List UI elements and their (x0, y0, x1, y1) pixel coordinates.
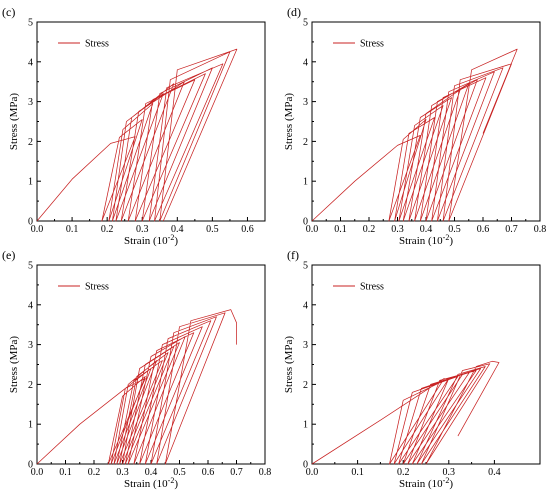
x-axis-label: Strain (10-2) (399, 233, 453, 247)
x-axis-label-close: ) (174, 478, 178, 490)
x-tick-label: 0.1 (351, 467, 364, 478)
x-tick-label: 0.7 (230, 467, 243, 478)
x-axis-label: Strain (10-2) (399, 476, 453, 490)
y-tick-label: 5 (28, 261, 33, 272)
y-tick-label: 4 (28, 57, 33, 68)
panel-label: (f) (287, 248, 299, 262)
x-tick-label: 0.1 (59, 467, 72, 478)
y-tick-label: 2 (303, 137, 308, 148)
y-tick-label: 4 (303, 300, 308, 311)
x-tick-label: 0.0 (31, 467, 44, 478)
x-axis-label-main: Strain (10 (124, 235, 168, 247)
x-tick-label: 0.3 (391, 224, 404, 235)
y-axis-label: Stress (MPa) (8, 336, 20, 393)
y-tick-label: 1 (28, 177, 33, 188)
legend-label: Stress (360, 39, 384, 50)
legend-label: Stress (360, 282, 384, 293)
x-axis-label: Strain (10-2) (124, 476, 178, 490)
y-tick-label: 4 (28, 300, 33, 311)
x-tick-label: 0.5 (206, 224, 219, 235)
panel-label: (e) (2, 248, 15, 262)
x-axis-label-exponent: -2 (168, 233, 175, 242)
x-tick-label: 0.0 (31, 224, 44, 235)
y-tick-label: 3 (303, 97, 308, 108)
chart-panel-3: (e) 0.0 0.1 0.2 0.3 0.4 0.5 0.6 0.7 0.8 0 1 2 3 4 5 Stra… (2, 248, 271, 490)
y-tick-label: 3 (303, 340, 308, 351)
y-tick-label: 4 (303, 57, 308, 68)
y-tick-label: 0 (303, 460, 308, 471)
x-tick-label: 0.4 (171, 224, 184, 235)
y-tick-label: 1 (303, 420, 308, 431)
x-tick-label: 0.5 (173, 467, 186, 478)
y-tick-label: 2 (28, 137, 33, 148)
x-axis-label-main: Strain (10 (124, 478, 168, 490)
x-axis-label-close: ) (449, 478, 453, 490)
series-line-stress (36, 48, 238, 222)
series-line-stress (311, 48, 518, 222)
plot-frame (311, 264, 541, 465)
panel-label: (c) (2, 5, 15, 19)
y-tick-label: 2 (303, 380, 308, 391)
chart-panel-2: (d) 0.0 0.1 0.2 0.3 0.4 0.5 0.6 0.7 0.8 0 1 2 3 4 5 Stra… (283, 5, 546, 247)
legend: Stress (58, 282, 109, 293)
legend: Stress (58, 39, 109, 50)
legend: Stress (333, 39, 384, 50)
y-axis-label: Stress (MPa) (283, 336, 295, 393)
x-axis-label-main: Strain (10 (399, 235, 443, 247)
y-tick-label: 5 (303, 18, 308, 29)
y-tick-label: 3 (28, 97, 33, 108)
x-axis-label-main: Strain (10 (399, 478, 443, 490)
y-tick-label: 5 (303, 261, 308, 272)
y-tick-label: 3 (28, 340, 33, 351)
x-tick-label: 0.2 (397, 467, 410, 478)
x-tick-label: 0.4 (420, 224, 433, 235)
x-tick-label: 0.6 (202, 467, 215, 478)
x-tick-label: 0.1 (334, 224, 347, 235)
x-tick-label: 0.3 (136, 224, 149, 235)
y-tick-label: 2 (28, 380, 33, 391)
x-axis-label: Strain (10-2) (124, 233, 178, 247)
plot-frame (36, 21, 266, 222)
chart-panel-1: (c) 0.0 0.1 0.2 0.3 0.4 0.5 0.6 0 1 2 3 4 5 Strain (10… (2, 5, 266, 247)
x-tick-label: 0.2 (363, 224, 376, 235)
x-tick-label: 0.3 (443, 467, 456, 478)
x-tick-label: 0.2 (88, 467, 101, 478)
y-tick-label: 0 (28, 217, 33, 228)
x-axis-label-close: ) (174, 235, 178, 247)
x-tick-label: 0.6 (477, 224, 490, 235)
x-tick-label: 0.7 (505, 224, 518, 235)
plot-frame (311, 21, 541, 222)
y-tick-label: 1 (303, 177, 308, 188)
x-tick-label: 0.8 (259, 467, 272, 478)
x-tick-label: 0.0 (306, 467, 319, 478)
x-tick-label: 0.3 (116, 467, 129, 478)
x-tick-label: 0.4 (145, 467, 158, 478)
y-tick-label: 0 (28, 460, 33, 471)
x-tick-label: 0.0 (306, 224, 319, 235)
legend: Stress (333, 282, 384, 293)
x-axis-label-close: ) (449, 235, 453, 247)
x-axis-label-exponent: -2 (443, 233, 450, 242)
series-line-stress (311, 360, 500, 465)
y-tick-label: 1 (28, 420, 33, 431)
legend-label: Stress (85, 282, 109, 293)
series-line-stress (36, 309, 237, 465)
y-tick-label: 5 (28, 18, 33, 29)
y-tick-label: 0 (303, 217, 308, 228)
y-axis-label: Stress (MPa) (8, 93, 20, 150)
x-tick-label: 0.2 (101, 224, 114, 235)
x-tick-label: 0.8 (534, 224, 547, 235)
x-tick-label: 0.1 (66, 224, 79, 235)
x-axis-label-exponent: -2 (443, 476, 450, 485)
y-axis-label: Stress (MPa) (283, 93, 295, 150)
x-tick-label: 0.5 (448, 224, 461, 235)
x-tick-label: 0.6 (241, 224, 254, 235)
x-tick-label: 0.4 (488, 467, 501, 478)
panel-label: (d) (287, 5, 301, 19)
x-axis-label-exponent: -2 (168, 476, 175, 485)
legend-label: Stress (85, 39, 109, 50)
